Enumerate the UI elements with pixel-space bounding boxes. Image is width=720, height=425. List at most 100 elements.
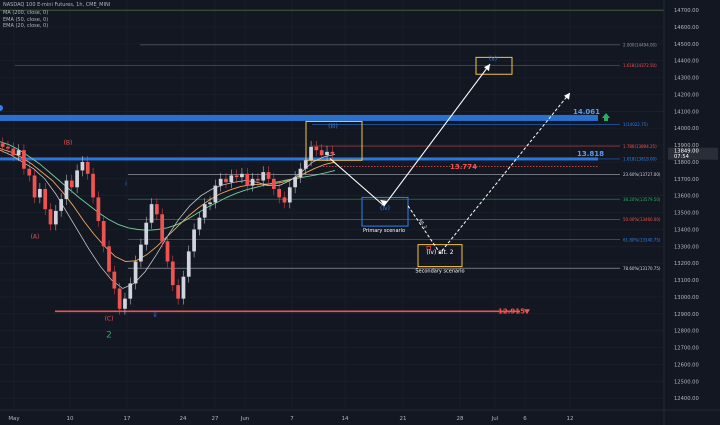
candles [0,137,335,315]
down-arrow-icon [524,309,530,315]
price-tick-label: 14700.00 [674,8,699,14]
wave-label: (C) [105,316,114,323]
candle-body [261,172,266,181]
price-tick-label: 14400.00 [674,59,699,65]
candle-body [330,151,335,154]
candle-body [293,177,297,188]
wave-label: (iv) [380,205,390,212]
marker-dot [0,104,3,111]
candle-body [298,168,303,178]
annotation-label: Alt. 2 [418,218,428,230]
indicator-ema50[interactable]: EMA (50, close, 0) [3,16,49,23]
price-tick-label: 13600.00 [674,194,699,200]
price-tick-label: 12400.00 [674,396,699,402]
candle-body [325,151,329,156]
candle-body [43,188,48,210]
candle-body [271,178,276,189]
candle-body [0,143,5,147]
candle-body [170,261,175,286]
candle-body [69,180,74,188]
fib-label: 2.000(14494.00) [623,43,657,48]
indicator-ema20[interactable]: EMA (20, close, 0) [3,23,49,29]
fib-label: 50.00%(13460.00) [623,217,661,222]
wave-label: 2 [106,330,112,340]
candle-body [160,214,165,242]
price-tick-label: 13900.00 [674,143,699,149]
candle-body [202,204,207,218]
time-tick-label: 14 [342,416,349,422]
candle-body [277,188,282,198]
candle-body [309,146,313,161]
candle-body [250,178,255,186]
candle-body [101,221,106,247]
time-tick-label: 7 [290,416,294,422]
candle-body [165,241,170,262]
candle-body [133,261,138,284]
level-label: 14.061 [573,108,600,116]
annotation-label: Secondary scenario [415,268,464,274]
candle-body [139,244,143,262]
candle-body [234,175,239,178]
candle-body [123,298,127,309]
time-tick-label: 6 [523,416,527,422]
time-tick-label: Jul [491,416,499,422]
price-tick-label: 13100.00 [674,278,699,284]
candle-body [80,161,85,171]
candle-body [27,168,32,176]
candle-body [208,202,212,205]
time-tick-label: 24 [180,416,187,422]
price-tick-label: 12500.00 [674,379,699,385]
candle-body [181,276,186,299]
countdown-label: 07:54 [674,154,690,160]
candle-body [240,173,244,178]
candle-body [96,197,101,222]
candle-body [85,161,90,174]
time-tick-label: Jun [240,416,250,422]
candle-body [16,150,21,156]
level-label: 12.915 [498,307,525,315]
candle-body [218,178,223,186]
time-tick-label: 28 [457,416,464,422]
price-tick-label: 12700.00 [674,346,699,352]
indicator-ma200[interactable]: MA (200, close, 0) [3,10,49,16]
ma200-line [0,141,336,231]
candle-body [303,160,308,169]
time-axis[interactable]: May 10 17 24 27 Jun 7 14 21 28 Jul 6 12 [0,409,720,422]
wave-label: (iv) alt. 2 [426,249,453,256]
scenario-box [475,56,513,75]
fib-label: 61.80%(13340.75) [623,237,661,242]
candle-body [213,185,218,203]
candle-body [176,285,180,299]
time-tick-label: 21 [400,416,407,422]
wave-label: (B) [64,139,73,146]
candle-body [22,150,26,169]
price-tick-label: 13700.00 [674,177,699,183]
key-levels: 14.061 13.818 13.774 12.915 [0,108,610,315]
candle-body [38,188,42,198]
price-axis[interactable]: 12400.00 12500.00 12600.00 12700.00 12800.00… [663,0,718,425]
candle-body [112,271,117,289]
price-tick-label: 14500.00 [674,42,699,48]
candle-body [48,209,53,225]
candle-body [192,229,196,252]
time-tick-label: 10 [67,416,74,422]
fib-label: 1(14022.75) [623,122,648,127]
candle-body [319,150,324,156]
wave-label: i [125,181,127,188]
candle-body [314,146,319,151]
candle-body [64,180,69,200]
arrow-head-icon [564,92,570,100]
fib-label: 38.20%(13579.50) [623,197,661,202]
candle-body [155,204,159,215]
price-tick-label: 12600.00 [674,362,699,368]
symbol-title[interactable]: NASDAQ 100 E-mini Futures, 1h, CME_MINI [3,2,111,8]
candle-body [6,146,10,149]
candle-body [229,175,234,183]
wave-label: ii [153,312,157,319]
annotation-label: Primary scenario [363,228,405,234]
fib-label: 1.618(13818.00) [623,157,657,162]
wave-label: (iii) [328,123,338,130]
time-tick-label: 17 [124,416,131,422]
